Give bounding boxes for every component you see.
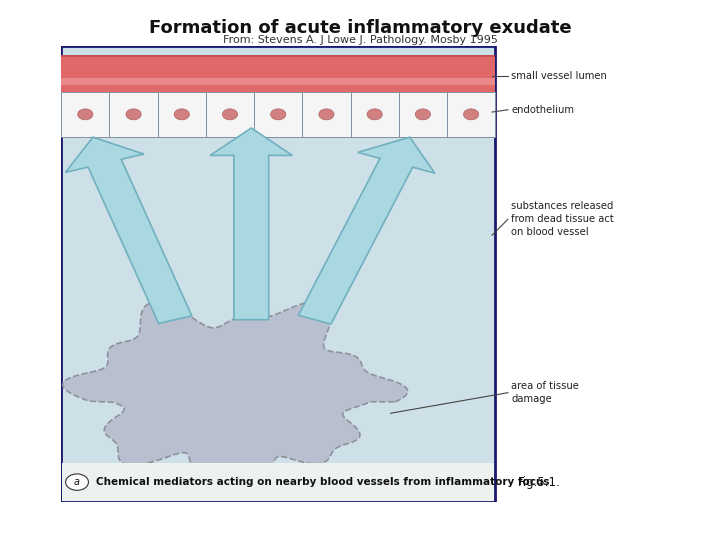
Polygon shape [63, 301, 408, 492]
Polygon shape [210, 128, 292, 320]
Circle shape [126, 109, 141, 120]
Circle shape [174, 109, 189, 120]
Text: From: Stevens A. J Lowe J. Pathology. Mosby 1995: From: Stevens A. J Lowe J. Pathology. Mo… [222, 35, 498, 45]
Circle shape [415, 109, 431, 120]
Bar [351, 91, 399, 137]
Circle shape [464, 109, 479, 120]
Polygon shape [298, 137, 435, 324]
Bar [63, 462, 494, 501]
Circle shape [66, 474, 89, 490]
Circle shape [78, 109, 93, 120]
Bar [158, 91, 206, 137]
Bar [61, 91, 495, 137]
Text: area of tissue
damage: area of tissue damage [511, 381, 579, 404]
Bar [447, 91, 495, 137]
Circle shape [319, 109, 334, 120]
Bar [61, 78, 495, 85]
Text: Fig.5.1.: Fig.5.1. [518, 476, 560, 489]
Circle shape [367, 109, 382, 120]
Circle shape [222, 109, 238, 120]
Text: endothelium: endothelium [511, 105, 574, 115]
Bar [109, 91, 158, 137]
Bar [61, 55, 495, 57]
Bar [206, 91, 254, 137]
Bar [254, 91, 302, 137]
Bar [61, 57, 495, 91]
Bar [302, 91, 351, 137]
Circle shape [271, 109, 286, 120]
Text: a: a [74, 477, 80, 487]
Text: substances released
from dead tissue act
on blood vessel: substances released from dead tissue act… [511, 201, 614, 238]
Bar [61, 46, 495, 502]
Polygon shape [66, 137, 192, 323]
Text: Chemical mediators acting on nearby blood vessels from inflammatory focus: Chemical mediators acting on nearby bloo… [96, 477, 549, 487]
Text: small vessel lumen: small vessel lumen [511, 71, 607, 80]
Bar [399, 91, 447, 137]
Bar [61, 91, 109, 137]
Text: Formation of acute inflammatory exudate: Formation of acute inflammatory exudate [149, 19, 571, 37]
